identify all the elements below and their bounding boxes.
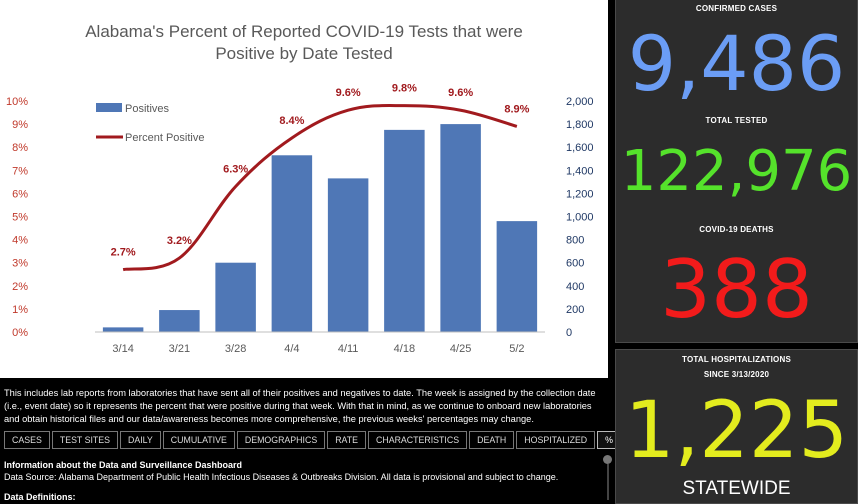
tab-rate[interactable]: RATE <box>327 431 366 449</box>
percent-data-label: 8.4% <box>279 115 304 127</box>
right-axis-tick: 800 <box>566 235 584 247</box>
positives-bar <box>496 221 538 332</box>
tab-bar: CASES TEST SITES DAILY CUMULATIVE DEMOGR… <box>4 431 666 449</box>
stats-panel-hospitalizations: TOTAL HOSPITALIZATIONS SINCE 3/13/2020 1… <box>615 349 858 504</box>
right-axis-tick: 1,000 <box>566 212 594 224</box>
left-axis-tick: 7% <box>12 165 28 177</box>
x-axis-tick: 4/11 <box>338 343 359 355</box>
percent-data-label: 2.7% <box>111 247 136 259</box>
right-axis-tick: 600 <box>566 258 584 270</box>
right-axis-tick: 1,800 <box>566 119 594 131</box>
hospitalizations-sublabel: SINCE 3/13/2020 <box>703 370 770 379</box>
positives-bar <box>102 327 144 332</box>
right-axis-tick: 400 <box>566 281 584 293</box>
right-axis-tick: 1,200 <box>566 188 594 200</box>
positives-bar <box>384 129 425 332</box>
positives-bar <box>271 155 313 332</box>
right-axis-tick: 0 <box>566 327 572 339</box>
tab-cumulative[interactable]: CUMULATIVE <box>162 431 235 449</box>
tab-hospitalized[interactable]: HOSPITALIZED <box>516 431 596 449</box>
percent-data-label: 9.8% <box>392 83 417 95</box>
tab-cases[interactable]: CASES <box>4 431 50 449</box>
tab-daily[interactable]: DAILY <box>120 431 161 449</box>
left-axis-tick: 0% <box>12 327 28 339</box>
info-definitions: Data Definitions: <box>4 492 76 502</box>
chart-panel: Alabama's Percent of Reported COVID-19 T… <box>0 0 608 378</box>
x-axis-tick: 3/14 <box>112 343 133 355</box>
left-axis-tick: 9% <box>12 119 28 131</box>
info-source: Data Source: Alabama Department of Publi… <box>4 472 559 482</box>
x-axis-tick: 4/4 <box>284 343 299 355</box>
right-axis-tick: 2,000 <box>566 96 594 108</box>
left-axis-tick: 10% <box>6 96 28 108</box>
hospitalizations-value: 1,225 <box>624 386 849 476</box>
total-tested-label: TOTAL TESTED <box>705 116 768 125</box>
left-axis-tick: 3% <box>12 258 28 270</box>
scroll-handle[interactable] <box>603 455 612 464</box>
x-axis-tick: 5/2 <box>509 343 524 355</box>
info-section: Information about the Data and Surveilla… <box>4 459 604 503</box>
covid-deaths-label: COVID-19 DEATHS <box>699 225 774 234</box>
tab-demographics[interactable]: DEMOGRAPHICS <box>236 431 326 449</box>
tab-characteristics[interactable]: CHARACTERISTICS <box>368 431 468 449</box>
x-axis-tick: 3/21 <box>169 343 190 355</box>
confirmed-cases-label: CONFIRMED CASES <box>695 4 778 13</box>
right-axis-tick: 1,400 <box>566 165 594 177</box>
percent-data-label: 6.3% <box>223 163 248 175</box>
left-axis-tick: 1% <box>12 304 28 316</box>
percent-data-label: 8.9% <box>504 103 529 115</box>
info-heading: Information about the Data and Surveilla… <box>4 460 243 470</box>
statewide-label: STATEWIDE <box>682 478 791 499</box>
left-axis-tick: 4% <box>12 235 28 247</box>
chart-note: This includes lab reports from laborator… <box>4 388 596 424</box>
positives-bar <box>159 310 200 332</box>
legend-percent-label: Percent Positive <box>125 132 204 144</box>
percent-data-label: 9.6% <box>336 87 361 99</box>
percent-data-label: 9.6% <box>448 87 473 99</box>
tab-test-sites[interactable]: TEST SITES <box>51 431 119 449</box>
scrollbar[interactable] <box>607 464 609 500</box>
confirmed-cases-value: 9,486 <box>627 19 846 108</box>
percent-data-label: 3.2% <box>167 235 192 247</box>
left-axis-tick: 5% <box>12 212 28 224</box>
right-axis-tick: 1,600 <box>566 142 594 154</box>
left-axis-tick: 2% <box>12 281 28 293</box>
x-axis-tick: 4/18 <box>394 343 415 355</box>
x-axis-tick: 4/25 <box>450 343 471 355</box>
x-axis-tick: 3/28 <box>225 343 246 355</box>
chart-title-line: Positive by Date Tested <box>215 44 392 63</box>
stats-panel-top: CONFIRMED CASES 9,486 TOTAL TESTED 122,9… <box>615 0 858 343</box>
total-tested-value: 122,976 <box>620 139 853 204</box>
positives-bar <box>440 124 481 332</box>
percent-positive-line <box>122 104 518 272</box>
hospitalizations-label: TOTAL HOSPITALIZATIONS <box>682 355 791 364</box>
right-axis-tick: 200 <box>566 304 584 316</box>
positives-bar <box>327 178 369 332</box>
covid-deaths-value: 388 <box>660 243 813 336</box>
legend-positives-swatch <box>96 103 122 112</box>
legend-positives-label: Positives <box>125 103 170 115</box>
chart-title-line: Alabama's Percent of Reported COVID-19 T… <box>85 22 523 41</box>
left-axis-tick: 8% <box>12 142 28 154</box>
tab-death[interactable]: DEATH <box>469 431 515 449</box>
positives-bar <box>215 262 256 332</box>
left-axis-tick: 6% <box>12 188 28 200</box>
percent-positive-chart: Alabama's Percent of Reported COVID-19 T… <box>6 22 594 355</box>
